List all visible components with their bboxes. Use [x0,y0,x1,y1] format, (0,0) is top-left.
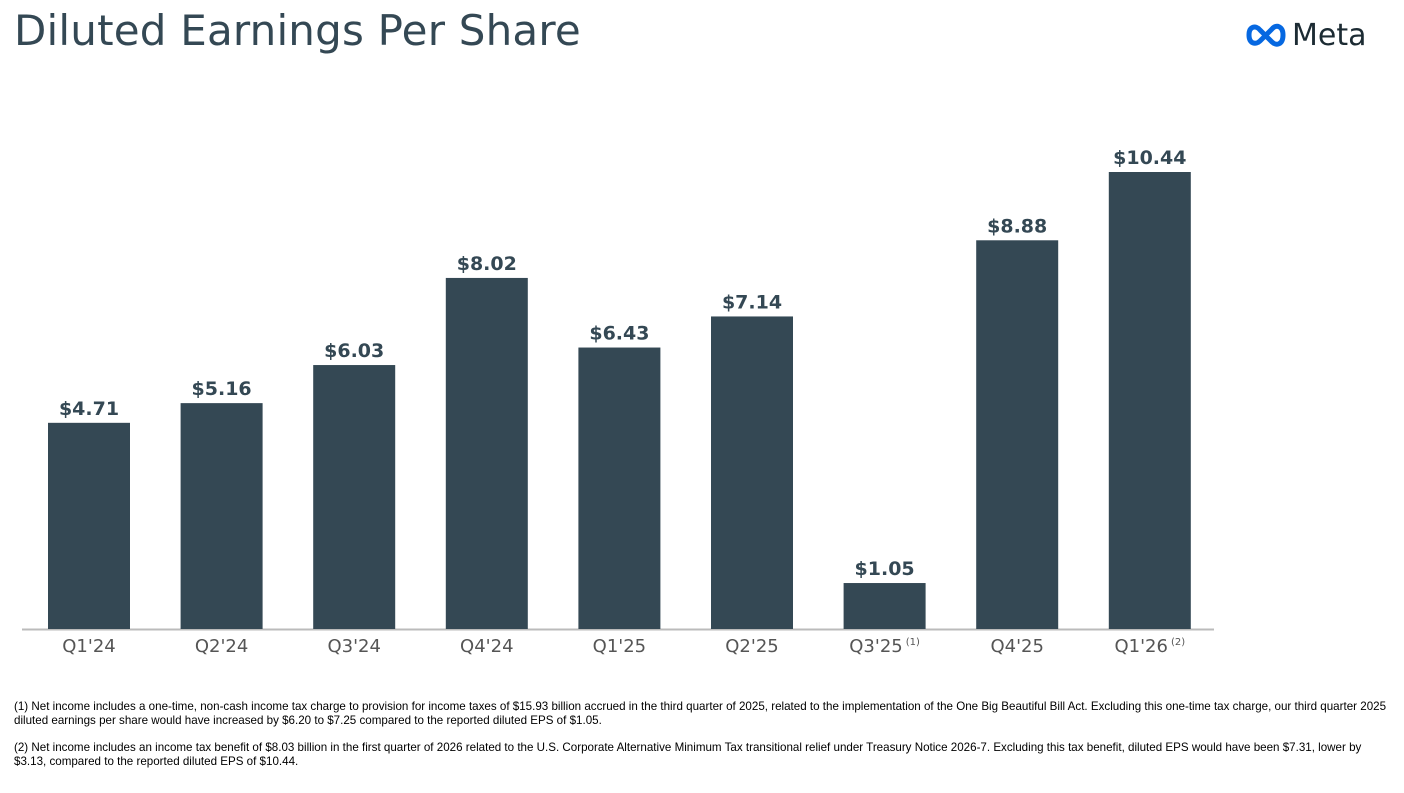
footnote-1: (1) Net income includes a one-time, non-… [14,700,1387,727]
x-tick-label: Q3'25 (1) [849,636,920,657]
footnotes: (1) Net income includes a one-time, non-… [14,700,1394,782]
bar-Q3'24 [313,365,396,629]
bar-Q2'24 [180,403,263,629]
x-tick-label: Q2'25 [725,636,778,657]
data-label: $6.03 [324,340,384,362]
x-tick-label: Q1'24 [62,636,115,657]
x-tick-label: Q1'26 (2) [1114,636,1185,657]
data-label: $7.14 [722,291,782,313]
bar-Q4'25 [976,240,1059,629]
data-label: $10.44 [1113,147,1186,169]
bar-Q3'25 [843,583,926,629]
footnote-marker: (1) [906,637,920,648]
bar-Q1'24 [48,422,130,629]
x-tick-label: Q2'24 [195,636,248,657]
data-label: $4.71 [59,398,119,420]
x-tick-label: Q4'24 [460,636,513,657]
data-label: $8.02 [457,253,517,275]
x-tick-label: Q4'25 [990,636,1043,657]
page-title: Diluted Earnings Per Share [14,6,581,55]
bar-Q1'25 [578,347,661,629]
data-label: $1.05 [855,558,915,580]
bar-Q2'25 [711,316,793,629]
x-tick-label: Q3'24 [327,636,380,657]
bar-Q1'26 [1108,172,1191,629]
data-label: $5.16 [192,378,252,400]
bar-Q4'24 [445,277,528,629]
data-label: $6.43 [589,323,649,345]
meta-logo-text: Meta [1292,17,1367,53]
footnote-marker: (2) [1171,637,1185,648]
x-tick-label: Q1'25 [593,636,646,657]
footnote-2: (2) Net income includes an income tax be… [14,741,1362,768]
meta-logo: Meta [1244,17,1367,53]
eps-bar-chart: $4.71 Q1'24 $5.16 Q2'24 $6.03 Q3'24 $8.02 Q4'24… [22,147,1214,657]
meta-infinity-icon [1246,23,1286,47]
data-label: $8.88 [987,215,1047,237]
